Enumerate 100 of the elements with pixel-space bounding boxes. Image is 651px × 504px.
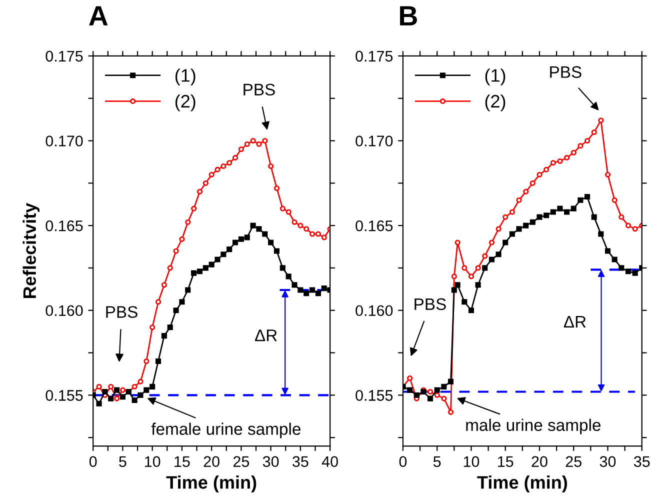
point — [208, 262, 214, 268]
point — [132, 397, 138, 404]
x-tick-label: 30 — [600, 456, 616, 467]
point — [434, 392, 440, 398]
point — [557, 206, 563, 212]
annotation: female urine sample — [151, 422, 300, 438]
x-tick-label: 30 — [262, 456, 279, 467]
annotation: ΔR — [254, 330, 277, 342]
point — [120, 387, 126, 393]
point — [256, 141, 262, 147]
point — [591, 129, 597, 136]
x-axis-title: Time (min) — [477, 476, 568, 492]
point — [584, 194, 590, 200]
point — [138, 378, 144, 384]
point — [214, 256, 220, 262]
point — [468, 274, 474, 280]
point — [244, 234, 250, 240]
point — [427, 388, 434, 395]
y-axis-title: Reflecitvity — [22, 202, 40, 298]
point — [564, 154, 570, 160]
point — [238, 146, 244, 152]
point — [286, 274, 292, 280]
point — [191, 270, 197, 276]
point — [179, 236, 185, 242]
point — [427, 396, 434, 402]
point — [262, 138, 268, 144]
point — [196, 188, 203, 194]
x-tick-label: 5 — [433, 456, 441, 467]
point — [226, 160, 232, 166]
point — [150, 324, 156, 330]
point — [202, 265, 208, 271]
point — [584, 138, 590, 144]
point — [214, 166, 220, 172]
point — [220, 252, 226, 258]
point — [150, 384, 156, 390]
point — [516, 226, 522, 232]
x-tick-label: 25 — [566, 456, 582, 467]
point — [108, 396, 114, 402]
point — [244, 141, 250, 147]
point — [475, 265, 481, 271]
point — [120, 394, 126, 400]
point — [448, 409, 454, 415]
point — [488, 256, 494, 262]
point — [550, 209, 556, 215]
point — [132, 384, 138, 390]
point — [114, 387, 120, 393]
point — [502, 214, 508, 220]
point — [570, 150, 576, 156]
point — [451, 274, 457, 280]
legend-label: (2) — [485, 94, 506, 112]
legend-label: (2) — [175, 94, 196, 112]
point — [496, 226, 502, 232]
point — [185, 287, 191, 293]
x-tick-label: 10 — [145, 456, 160, 467]
point — [315, 231, 321, 237]
point — [262, 231, 268, 237]
point — [155, 299, 162, 305]
point — [185, 219, 191, 225]
annotation: PBS — [414, 298, 446, 310]
x-tick-label: 0 — [399, 456, 407, 467]
legend-label: (1) — [485, 68, 506, 86]
point — [407, 387, 413, 393]
point — [298, 287, 304, 293]
point — [454, 240, 460, 246]
point — [280, 265, 286, 271]
point — [550, 160, 556, 166]
point — [310, 231, 316, 237]
x-tick-label: 40 — [322, 456, 338, 467]
point — [530, 219, 536, 225]
point — [441, 384, 447, 390]
point — [468, 308, 474, 314]
point — [530, 180, 536, 186]
point — [598, 231, 604, 237]
point — [509, 209, 515, 215]
x-tick-label: 35 — [634, 456, 650, 467]
point — [604, 172, 611, 178]
point — [523, 188, 529, 194]
point — [578, 143, 584, 149]
y-tick-label: 0.170 — [46, 136, 83, 146]
point — [179, 299, 185, 305]
point — [523, 222, 529, 228]
point — [441, 396, 447, 402]
chart-title: A — [89, 6, 108, 26]
point — [280, 206, 286, 212]
point — [407, 375, 413, 381]
point — [286, 209, 292, 215]
point — [268, 163, 274, 169]
point — [321, 286, 327, 292]
point — [618, 214, 624, 220]
point — [509, 231, 515, 237]
point — [138, 392, 144, 398]
point — [536, 214, 542, 220]
x-tick-label: 10 — [464, 456, 480, 467]
point — [564, 209, 570, 215]
point — [274, 248, 280, 254]
y-tick-label: 0.160 — [46, 305, 83, 316]
point — [598, 118, 604, 124]
point — [618, 265, 624, 271]
point — [108, 384, 114, 390]
annotation: PBS — [106, 306, 138, 318]
